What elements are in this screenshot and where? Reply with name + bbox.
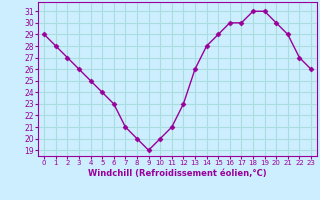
- X-axis label: Windchill (Refroidissement éolien,°C): Windchill (Refroidissement éolien,°C): [88, 169, 267, 178]
